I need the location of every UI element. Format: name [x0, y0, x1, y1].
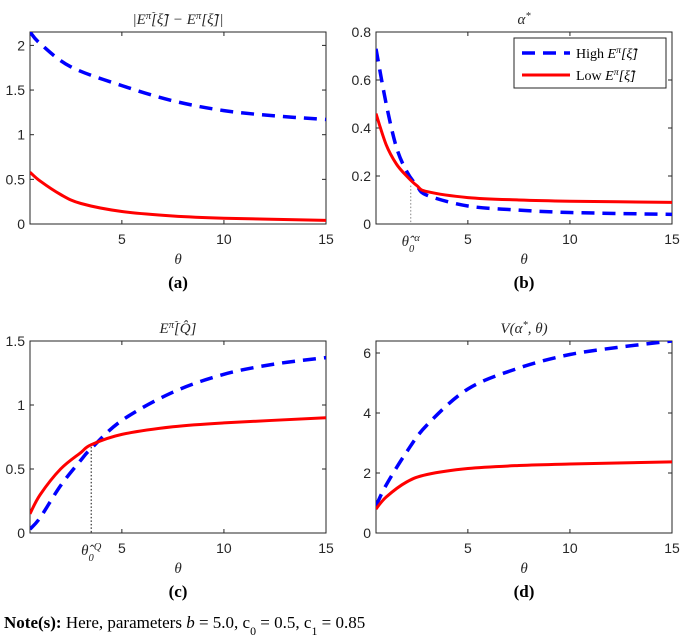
panel-label: (a) [168, 273, 188, 292]
x-axis-label: θ [520, 252, 528, 268]
x-tick-label: 10 [216, 540, 232, 556]
panel-title-part: , θ) [528, 321, 548, 337]
x-tick-label: 10 [562, 231, 578, 247]
legend: High Eπ[ξ̃]Low Eπ[ξ̃] [513, 37, 667, 89]
panel-title-part: [Q̂] [174, 320, 197, 337]
figure-note-part: = 0.85 [317, 613, 365, 632]
figure-note-part: = 0.5, c [256, 613, 312, 632]
legend-label-low-part: [ξ̃] [619, 69, 636, 84]
panel-title-part: [ξ̃] − E [151, 12, 196, 28]
x-tick-label: 15 [664, 540, 680, 556]
y-tick-label: 0.6 [352, 72, 372, 88]
crossing-marker-label: θ̂0α [402, 233, 421, 255]
y-tick-label: 2 [17, 37, 25, 53]
plot-area [375, 340, 673, 534]
y-tick-label: 1.5 [6, 82, 26, 98]
crossing-marker-label-part: Q [94, 542, 102, 553]
legend-label-low-part: π [614, 67, 620, 78]
panel-title-part: V(α [500, 321, 523, 337]
panel-c: 5 10 15 0 0.5 1 1.5 θ̂0Q Eπ̃[Q̂] θ (c) [6, 320, 334, 602]
panel-label: (c) [169, 582, 188, 601]
crossing-marker-label-part: 0 [409, 244, 415, 255]
x-tick-label: 5 [464, 540, 472, 556]
panel-title: |Eπ̃[ξ̃] − Eπ[ξ̃]| [133, 11, 224, 29]
panel-label: (d) [514, 582, 535, 601]
figure-note-part: b [186, 613, 195, 632]
panel-title-part: π̃ [169, 320, 179, 331]
x-tick-label: 5 [118, 231, 126, 247]
plot-area [29, 31, 327, 225]
y-tick-label: 0 [363, 525, 371, 541]
x-axis-label: θ [174, 561, 182, 577]
x-tick-label: 10 [562, 540, 578, 556]
series-line-low [376, 113, 672, 204]
y-tick-label: 0 [363, 216, 371, 232]
y-tick-label: 0.2 [352, 168, 372, 184]
panel-title-part: * [525, 11, 531, 22]
y-tick-label: 0 [17, 525, 25, 541]
y-tick-label: 2 [363, 465, 371, 481]
panel-title-part: α [517, 12, 526, 28]
panel-title-part: [ξ̃]| [201, 12, 223, 28]
x-tick-label: 10 [216, 231, 232, 247]
legend-label-high-part: E [607, 47, 617, 62]
panel-d: 5 10 15 0 2 4 6 V(α*, θ) θ (d) [363, 320, 680, 602]
y-tick-label: 1 [17, 397, 25, 413]
y-tick-label: 0.5 [6, 461, 26, 477]
figure-note: Note(s): Here, parameters b = 5.0, c0 = … [4, 613, 365, 636]
crossing-marker-label-part: 0 [89, 553, 95, 564]
figure-note-part: Note(s): [4, 613, 62, 632]
figure-note-part: Here, parameters [62, 613, 187, 632]
panel-title-part: π̃ [146, 11, 156, 22]
panel-a: 5 10 15 0 0.5 1 1.5 2 |Eπ̃[ξ̃] − Eπ[ξ̃]| θ (a) [6, 11, 334, 293]
series-line-high [30, 355, 326, 531]
y-tick-label: 4 [363, 405, 371, 421]
y-tick-label: 0.8 [352, 24, 372, 40]
panel-label: (b) [514, 273, 535, 292]
panel-title: Eπ̃[Q̂] [159, 320, 197, 338]
series-line-high [30, 32, 326, 122]
figure-note-part: = 5.0, c [195, 613, 251, 632]
x-tick-label: 5 [118, 540, 126, 556]
series-line-low [30, 416, 326, 515]
y-tick-label: 0.4 [352, 120, 372, 136]
panel-title: V(α*, θ) [500, 320, 547, 338]
legend-label-high-part: π [616, 45, 622, 56]
series-line-low [376, 460, 672, 510]
y-tick-label: 0 [17, 216, 25, 232]
figure-note-part: 1 [311, 624, 317, 636]
y-tick-label: 0.5 [6, 171, 26, 187]
legend-label-high-part: High [576, 47, 608, 62]
figure-note-part: 0 [250, 624, 256, 636]
legend-label-high: High Eπ[ξ̃] [576, 45, 638, 63]
x-axis-label: θ [520, 561, 528, 577]
series-line-high [376, 48, 672, 217]
series-line-high [376, 341, 672, 507]
y-tick-label: 6 [363, 345, 371, 361]
legend-label-low-part: E [604, 69, 614, 84]
legend-box [513, 37, 667, 89]
plot-area [29, 340, 327, 534]
series-line-low [30, 171, 326, 222]
y-tick-label: 1.5 [6, 333, 26, 349]
x-tick-label: 15 [664, 231, 680, 247]
x-tick-label: 5 [464, 231, 472, 247]
panel-title: α* [517, 11, 531, 29]
panel-title-part: * [522, 320, 528, 331]
panel-title-part: |E [133, 12, 146, 28]
panel-title-part: E [159, 321, 169, 337]
crossing-marker-label: θ̂0Q [81, 542, 102, 564]
legend-label-low-part: Low [576, 69, 605, 84]
crossing-marker-label-part: α [414, 233, 420, 244]
x-tick-label: 15 [318, 231, 334, 247]
legend-label-high-part: [ξ̃] [621, 47, 638, 62]
x-tick-label: 15 [318, 540, 334, 556]
y-tick-label: 1 [17, 127, 25, 143]
x-axis-label: θ [174, 252, 182, 268]
legend-label-low: Low Eπ[ξ̃] [576, 67, 636, 85]
panel-title-part: π [196, 11, 202, 22]
